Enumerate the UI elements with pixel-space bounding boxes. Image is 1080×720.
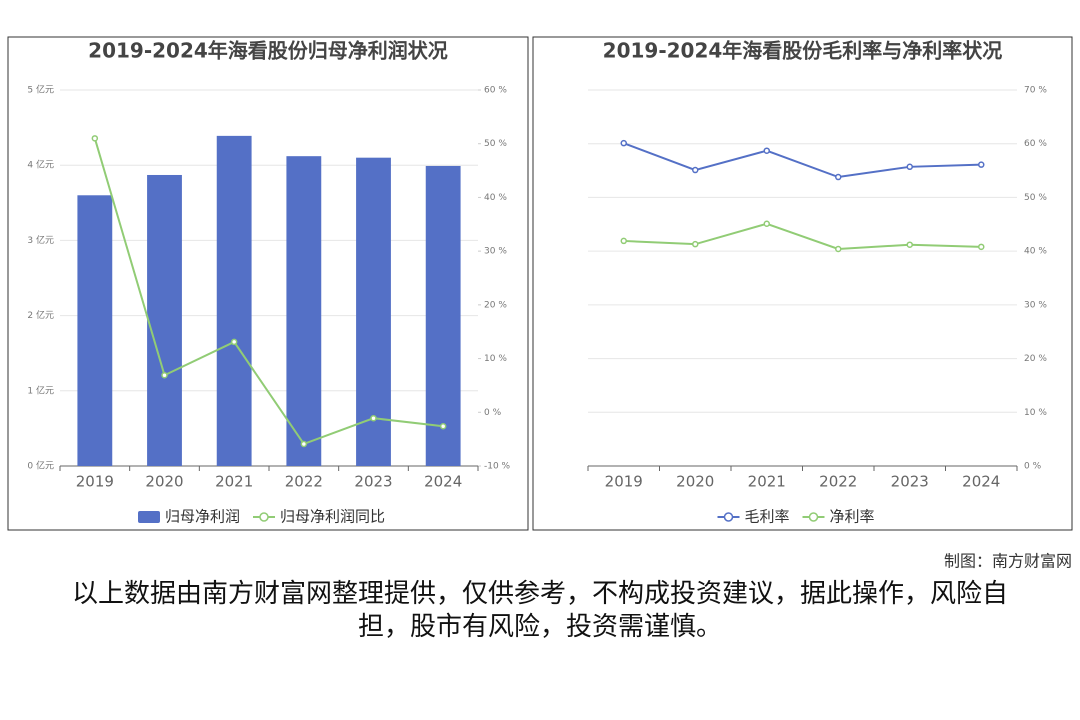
legend-swatch xyxy=(808,512,819,522)
x-tick-label: 2023 xyxy=(354,473,392,491)
legend-swatch xyxy=(723,512,734,522)
chart-title: 2019-2024年海看股份归母净利润状况 xyxy=(88,39,448,63)
x-tick-label: 2021 xyxy=(748,473,786,491)
line xyxy=(623,222,982,251)
line-point xyxy=(370,414,377,422)
x-tick-label: 2021 xyxy=(215,473,253,491)
y2-tick-label: 10 % xyxy=(484,354,507,364)
line-point xyxy=(300,440,308,448)
y-tick-label: 10 % xyxy=(1024,408,1047,418)
bar xyxy=(216,135,252,466)
bar xyxy=(286,156,322,466)
bar xyxy=(425,165,461,466)
legend-label: 归母净利润同比 xyxy=(280,508,385,526)
line-point xyxy=(692,166,699,174)
legend-label: 净利率 xyxy=(830,508,875,526)
x-tick-label: 2022 xyxy=(819,473,857,491)
line-point xyxy=(835,245,842,253)
line-point xyxy=(835,173,842,181)
line-point xyxy=(978,161,985,168)
line-point xyxy=(906,163,913,171)
x-tick-label: 2024 xyxy=(962,473,1000,491)
bar xyxy=(356,157,391,466)
y-tick-label: 0 亿元 xyxy=(27,460,54,472)
y2-tick-label: 20 % xyxy=(484,300,507,310)
line-point xyxy=(161,371,168,379)
y-tick-label: 20 % xyxy=(1024,354,1047,364)
y-tick-label: 50 % xyxy=(1024,193,1047,203)
line-point xyxy=(91,135,99,142)
line-point xyxy=(763,147,770,154)
line-point xyxy=(763,220,770,227)
y2-tick-label: 50 % xyxy=(484,139,507,149)
y-tick-label: 3 亿元 xyxy=(27,234,54,246)
y-tick-label: 60 % xyxy=(1024,139,1047,149)
legend-swatch xyxy=(138,511,160,523)
legend-swatch xyxy=(259,512,269,522)
bar xyxy=(77,195,113,466)
x-tick-label: 2022 xyxy=(285,473,323,491)
y2-tick-label: 60 % xyxy=(484,86,507,96)
line-point xyxy=(439,423,447,430)
bar xyxy=(147,174,182,466)
legend-label: 毛利率 xyxy=(745,508,790,526)
panel-frame xyxy=(532,36,1073,531)
x-tick-label: 2020 xyxy=(145,473,183,491)
line-point xyxy=(692,240,699,248)
disclaimer: 以上数据由南方财富网整理提供，仅供参考，不构成投资建议，据此操作，风险自担，股市… xyxy=(71,579,1008,642)
line xyxy=(623,142,982,179)
y-tick-label: 70 % xyxy=(1024,86,1047,96)
y-tick-label: 30 % xyxy=(1024,300,1047,310)
x-tick-label: 2019 xyxy=(605,473,643,491)
y2-tick-label: -10 % xyxy=(484,462,511,472)
line-point xyxy=(978,243,985,251)
y-tick-label: 0 % xyxy=(1024,462,1042,472)
y2-tick-label: 0 % xyxy=(484,408,502,418)
credit: 制图：南方财富网 xyxy=(944,552,1072,571)
x-tick-label: 2019 xyxy=(76,473,114,491)
line-point xyxy=(620,237,627,245)
y-tick-label: 40 % xyxy=(1024,247,1047,257)
y-tick-label: 2 亿元 xyxy=(27,309,54,321)
y-tick-label: 5 亿元 xyxy=(27,84,54,96)
legend-label: 归母净利润 xyxy=(165,508,240,526)
line-point xyxy=(906,241,913,248)
x-tick-label: 2023 xyxy=(891,473,929,491)
x-tick-label: 2020 xyxy=(676,473,714,491)
line-point xyxy=(230,338,238,346)
y-tick-label: 4 亿元 xyxy=(27,159,54,171)
line xyxy=(93,138,444,446)
x-tick-label: 2024 xyxy=(424,473,462,491)
line-point xyxy=(620,139,627,147)
panel-frame xyxy=(7,36,529,531)
chart-title: 2019-2024年海看股份毛利率与净利率状况 xyxy=(603,39,1003,63)
y2-tick-label: 30 % xyxy=(484,247,507,257)
y-tick-label: 1 亿元 xyxy=(27,384,54,396)
y2-tick-label: 40 % xyxy=(484,193,507,203)
